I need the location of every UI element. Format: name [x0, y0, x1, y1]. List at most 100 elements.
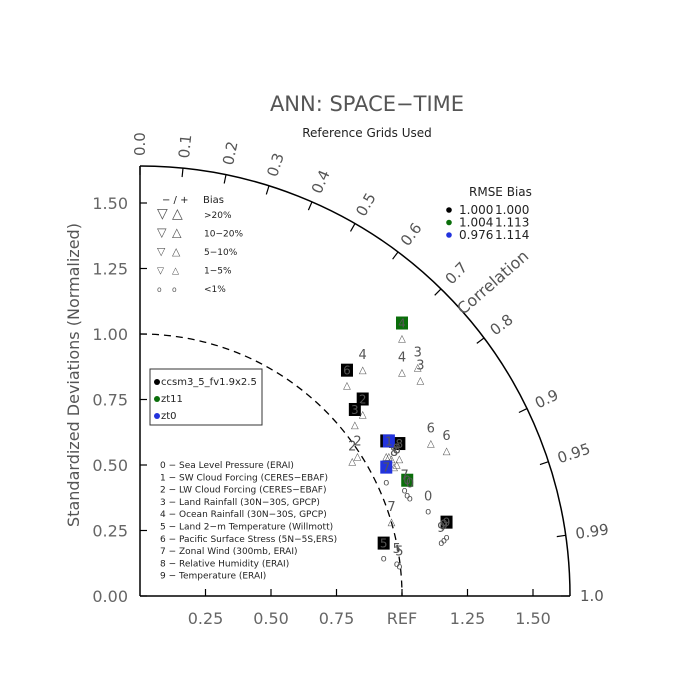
- point-marker: o: [383, 478, 389, 489]
- point-label: 2: [359, 393, 367, 407]
- point-label-box: [356, 392, 369, 406]
- correlation-tick-mark: [392, 251, 399, 260]
- point-marker: o: [394, 559, 400, 570]
- y-ticks: 0.00 0.25 0.50 0.75 1.00 1.25 1.50: [92, 194, 147, 606]
- point-label-box: [382, 434, 395, 448]
- correlation-tick-mark: [307, 201, 313, 211]
- variable-list-item: 9 − Temperature (ERAI): [160, 572, 266, 582]
- bias-legend-label: >20%: [204, 211, 232, 221]
- point-label: 3: [414, 345, 422, 360]
- point-marker: o: [402, 485, 408, 496]
- point-label: 3: [416, 358, 424, 373]
- rmse-legend-marker: [446, 219, 452, 226]
- point-label: 7: [400, 468, 408, 483]
- point-label: 6: [343, 364, 351, 378]
- case-legend-label: zt0: [161, 411, 177, 422]
- correlation-tick-label: 0.8: [487, 310, 517, 339]
- correlation-tick-label: 0.7: [442, 258, 472, 288]
- y-tick-label: 0.50: [92, 456, 128, 475]
- outer-arc: [139, 165, 571, 597]
- bias-legend-pos-symbol: △: [172, 206, 183, 222]
- point-label: 5: [395, 544, 403, 559]
- x-tick-label: 1.25: [450, 609, 486, 628]
- reference-arc: [139, 333, 403, 597]
- rmse-legend-marker: [446, 232, 452, 238]
- rmse-value: 1.004: [459, 216, 493, 230]
- y-tick-label: 1.00: [92, 325, 128, 344]
- x-tick-label: 0.75: [319, 609, 355, 628]
- x-tick-label: 1.50: [515, 609, 551, 628]
- point-label-box: [348, 402, 361, 416]
- x-ticks: 0.25 0.50 0.75 REF 1.25 1.50: [188, 589, 551, 628]
- point-marker: △: [359, 410, 367, 421]
- point-label: 0: [403, 474, 411, 488]
- variable-list-item: 0 − Sea Level Pressure (ERAI): [160, 461, 294, 471]
- correlation-tick-mark: [518, 408, 528, 414]
- case-legend-label: ccsm3_5_fv1.9x2.5: [161, 377, 257, 388]
- variable-list-item: 1 − SW Cloud Forcing (CERES−EBAF): [160, 473, 328, 483]
- correlation-tick-label: 0.4: [308, 167, 334, 196]
- point-label: 3: [351, 403, 359, 417]
- correlation-tick-mark: [223, 174, 227, 184]
- point-marker: △: [443, 446, 451, 457]
- point-label: 2: [348, 440, 356, 455]
- bias-legend-pos-symbol: △: [172, 266, 180, 277]
- variable-list-item: 8 − Relative Humidity (ERAI): [160, 559, 289, 569]
- point-marker: △: [396, 454, 404, 465]
- correlation-tick-label: 0.95: [555, 440, 592, 468]
- point-marker: o: [443, 533, 449, 544]
- bias-legend-label: 5−10%: [204, 248, 238, 258]
- point-label: 1: [385, 434, 393, 448]
- chart-title: ANN: SPACE−TIME: [270, 92, 464, 116]
- point-marker: o: [396, 561, 402, 572]
- point-label: 4: [398, 317, 406, 331]
- case-legend-box: [149, 368, 263, 426]
- point-label: 9: [437, 521, 445, 536]
- correlation-tick-mark: [476, 337, 485, 344]
- case-legend-label: zt11: [161, 394, 183, 405]
- bias-value: 1.113: [495, 216, 529, 230]
- data-points: 0o1△2△3△4△5o6△7△8△9o0o1△2△3△4△5o6△7o8△9o…: [340, 316, 453, 572]
- point-label-box: [340, 363, 353, 377]
- variable-list-item: 5 − Land 2−m Temperature (Willmott): [160, 523, 333, 533]
- variable-list-item: 3 − Land Rainfall (30N−30S, GPCP): [160, 498, 320, 508]
- point-label: 6: [427, 421, 435, 436]
- bias-legend-label: 1−5%: [204, 267, 232, 277]
- case-legend-marker: [154, 413, 160, 419]
- variable-list-item: 6 − Pacific Surface Stress (5N−5S,ERS): [160, 535, 337, 545]
- y-axis-label: Standardized Deviations (Normalized): [64, 223, 83, 527]
- correlation-tick-mark: [434, 288, 442, 296]
- correlation-tick-mark: [349, 223, 356, 232]
- y-tick-label: 1.25: [92, 260, 128, 279]
- rmse-legend-header: RMSE Bias: [469, 185, 532, 199]
- y-tick-label: 0.00: [92, 587, 128, 606]
- variable-list: 0 − Sea Level Pressure (ERAI) 1 − SW Clou…: [160, 461, 337, 582]
- point-label-box: [380, 460, 393, 474]
- point-marker: o: [404, 491, 410, 502]
- correlation-tick-label: 1.0: [580, 587, 604, 605]
- correlation-tick-label: 0.1: [175, 134, 195, 160]
- point-marker: o: [441, 535, 447, 546]
- point-label: 5: [380, 537, 388, 551]
- bias-legend: − / + Bias ▽ △ >20%▽ △ 10−20%▽ △ 5−10%▽ △ 1−5%o o…: [157, 195, 243, 295]
- point-label: 0: [424, 489, 432, 504]
- correlation-tick-mark: [556, 534, 566, 538]
- point-marker: △: [382, 451, 390, 462]
- point-marker: o: [381, 554, 387, 565]
- correlation-tick-label: 0.99: [574, 520, 610, 543]
- x-tick-label: REF: [387, 609, 417, 628]
- point-label: 9: [440, 518, 448, 533]
- bias-value: 1.114: [495, 228, 529, 242]
- bias-legend-pos-symbol: o: [172, 285, 177, 294]
- point-marker: △: [385, 451, 393, 462]
- point-label: 4: [359, 348, 367, 363]
- point-label: 8: [396, 437, 404, 451]
- bias-legend-label: 10−20%: [204, 230, 243, 240]
- rmse-value: 1.000: [459, 203, 493, 217]
- point-label: 7: [387, 500, 395, 515]
- point-marker: △: [348, 457, 356, 468]
- point-marker: △: [388, 517, 396, 528]
- point-marker: △: [359, 365, 367, 376]
